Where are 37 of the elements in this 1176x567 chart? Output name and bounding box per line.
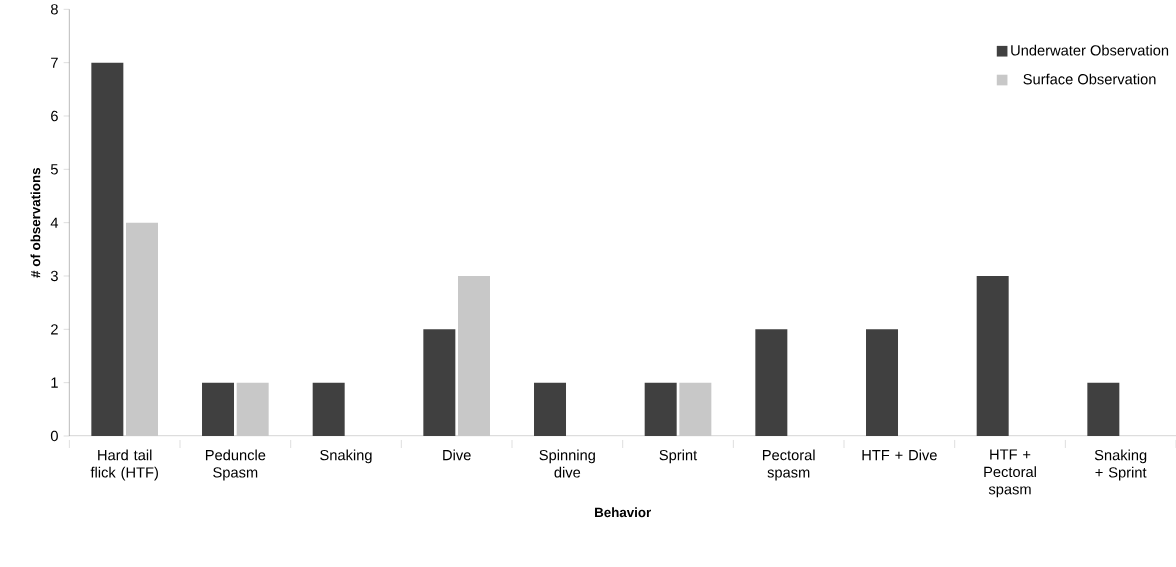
y-tick-label: 3: [50, 270, 58, 282]
y-axis-title: # of observations: [30, 168, 41, 278]
x-tick-label: Hard tail flick (HTF): [90, 449, 158, 481]
y-tick-label: 8: [50, 4, 58, 15]
bar: [312, 382, 345, 437]
legend-label: Surface Observation: [1023, 73, 1156, 85]
bar: [755, 329, 788, 437]
bar: [679, 382, 712, 437]
x-tick-label: Snaking: [320, 449, 372, 464]
y-tick-label: 6: [51, 110, 58, 122]
x-tick-label: HTF + Pectoral spasm: [984, 449, 1036, 498]
bar: [1087, 382, 1120, 437]
bar: [91, 62, 124, 437]
bar: [202, 382, 235, 437]
x-tick-label: Pectoral spasm: [762, 449, 815, 481]
bar: [866, 329, 899, 437]
x-tick-label: Snaking + Sprint: [1094, 449, 1147, 481]
bar: [126, 222, 159, 437]
legend-label: Underwater Observation: [1011, 44, 1169, 56]
bar: [236, 382, 269, 437]
y-tick-label: 1: [51, 377, 58, 388]
bar: [644, 382, 677, 437]
y-tick-label: 0: [50, 430, 58, 442]
y-tick-label: 7: [51, 57, 58, 68]
y-tick-label: 5: [50, 164, 58, 175]
bar: [534, 382, 567, 437]
bar: [423, 329, 456, 437]
x-axis-title: Behavior: [595, 507, 652, 518]
x-tick-label: Sprint: [659, 449, 698, 464]
y-tick-label: 4: [50, 217, 59, 228]
y-tick-label: 2: [51, 324, 58, 335]
x-tick-label: Peduncle Spasm: [205, 449, 266, 481]
bar: [458, 276, 491, 437]
bar: [976, 276, 1009, 437]
x-tick-label: HTF + Dive: [862, 449, 937, 461]
x-tick-label: Dive: [443, 449, 471, 461]
x-tick-label: Spinning dive: [539, 449, 595, 478]
